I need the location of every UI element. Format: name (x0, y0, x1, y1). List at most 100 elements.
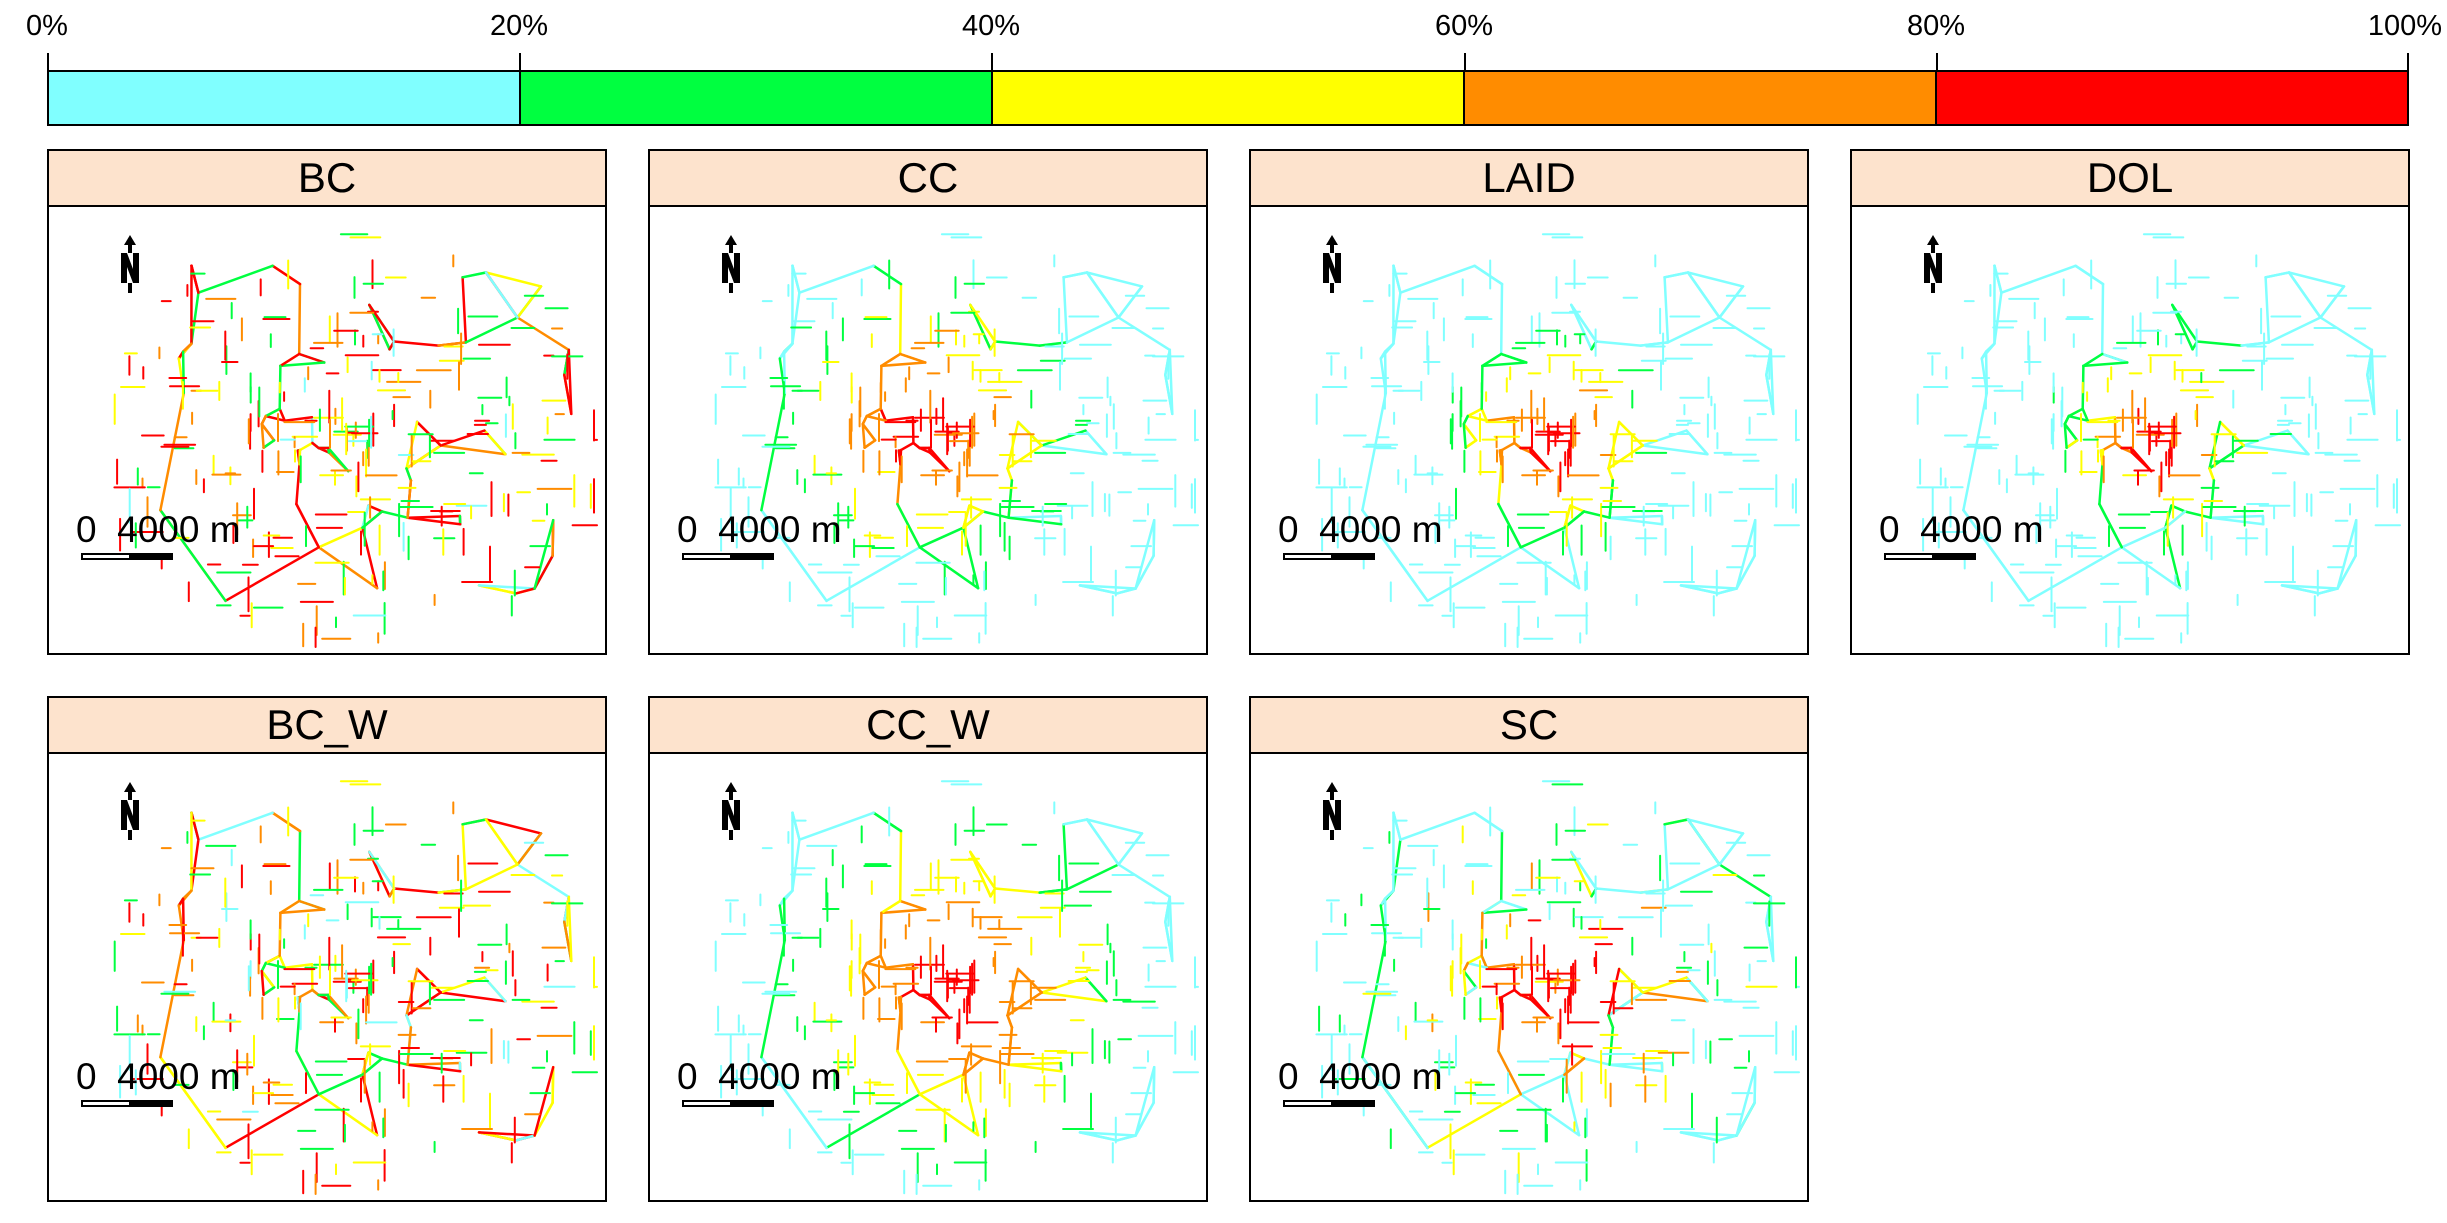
road-segment (477, 584, 536, 590)
road-segment (298, 988, 314, 999)
road-segment (264, 961, 286, 969)
road-segment (2082, 361, 2129, 368)
road-segment (2319, 285, 2346, 319)
road-segment (516, 285, 543, 319)
road-segment (2264, 271, 2291, 279)
road-segment (181, 342, 193, 353)
road-segment (2065, 439, 2079, 449)
road-segment (464, 316, 519, 344)
road-segment (1062, 271, 1089, 279)
road-segment (1529, 446, 1552, 473)
road-segment (918, 546, 980, 590)
road-segment (1383, 889, 1395, 900)
road-network-map (1315, 233, 1800, 648)
road-segment (1085, 818, 1120, 866)
legend-segment (993, 72, 1465, 124)
road-segment (439, 444, 507, 456)
scale-bar-graphic (81, 1100, 173, 1107)
road-segment (159, 1055, 227, 1150)
road-segment (2209, 479, 2216, 519)
road-segment (1666, 863, 1721, 891)
legend-tick (47, 53, 49, 71)
road-segment (880, 899, 902, 915)
road-segment (1361, 938, 1388, 1059)
road-segment (928, 993, 951, 1020)
road-segment (1480, 954, 1488, 969)
road-segment (1666, 316, 1721, 344)
road-segment (1500, 988, 1516, 999)
road-segment (461, 271, 488, 279)
road-segment (1462, 969, 1478, 989)
road-segment (224, 546, 321, 603)
road-segment (2027, 546, 2124, 603)
road-segment (1608, 1061, 1664, 1066)
road-segment (1078, 584, 1137, 590)
road-segment (551, 518, 555, 558)
road-segment (260, 422, 276, 442)
road-segment (879, 407, 887, 422)
road-segment (1466, 407, 1483, 418)
road-segment (1497, 462, 1503, 506)
map-panel: BC_W 0 4000 m (47, 696, 607, 1202)
road-segment (896, 1009, 902, 1053)
road-segment (1641, 429, 1688, 447)
road-segment (327, 446, 350, 473)
road-segment (798, 811, 875, 841)
legend-tick (1936, 53, 1938, 71)
north-arrow-icon (121, 235, 139, 293)
road-segment (1735, 1065, 1757, 1137)
road-segment (1383, 342, 1395, 353)
road-segment (2195, 340, 2243, 347)
road-segment (1686, 818, 1745, 835)
road-segment (317, 1093, 379, 1137)
road-segment (271, 264, 302, 286)
scale-label: 0 4000 m (1879, 509, 2044, 550)
road-segment (899, 988, 915, 999)
road-segment (880, 908, 927, 915)
north-arrow-icon (1323, 782, 1341, 840)
road-segment (567, 895, 573, 963)
road-network-map (1916, 233, 2401, 648)
road-segment (863, 986, 877, 996)
road-segment (1513, 441, 1522, 450)
road-segment (898, 899, 927, 911)
road-segment (484, 818, 543, 835)
road-segment (1529, 993, 1552, 1020)
scale-label: 0 4000 m (677, 1056, 842, 1097)
road-segment (297, 829, 302, 903)
road-segment (1663, 818, 1690, 826)
road-segment (1085, 271, 1120, 319)
road-segment (260, 422, 265, 449)
road-segment (439, 976, 486, 994)
road-segment (1473, 811, 1504, 833)
road-segment (1115, 587, 1137, 595)
road-segment (896, 462, 902, 506)
road-segment (295, 462, 301, 506)
scale-bar-graphic (1283, 1100, 1375, 1107)
road-segment (295, 1049, 321, 1096)
map-panel: BC 0 4000 m (47, 149, 607, 655)
road-segment (260, 969, 276, 989)
road-segment (1006, 467, 1014, 482)
road-segment (279, 361, 326, 368)
road-segment (2067, 407, 2084, 418)
road-segment (279, 908, 326, 915)
road-segment (1481, 908, 1528, 915)
road-segment (439, 991, 507, 1003)
road-segment (1962, 391, 1989, 512)
road-segment (2063, 422, 2079, 442)
road-segment (514, 1134, 536, 1142)
road-segment (1718, 316, 1773, 352)
road-segment (1040, 991, 1108, 1003)
road-segment (1134, 1065, 1156, 1137)
map-panel: CC 0 4000 m (648, 149, 1208, 655)
road-segment (461, 818, 488, 826)
road-segment (197, 264, 274, 294)
scale-label: 0 4000 m (76, 509, 241, 550)
road-segment (279, 899, 301, 915)
road-segment (1519, 1093, 1581, 1137)
road-segment (1641, 991, 1709, 1003)
road-segment (1735, 554, 1756, 590)
map-panel: LAID 0 4000 m (1249, 149, 1809, 655)
road-segment (327, 993, 350, 1020)
